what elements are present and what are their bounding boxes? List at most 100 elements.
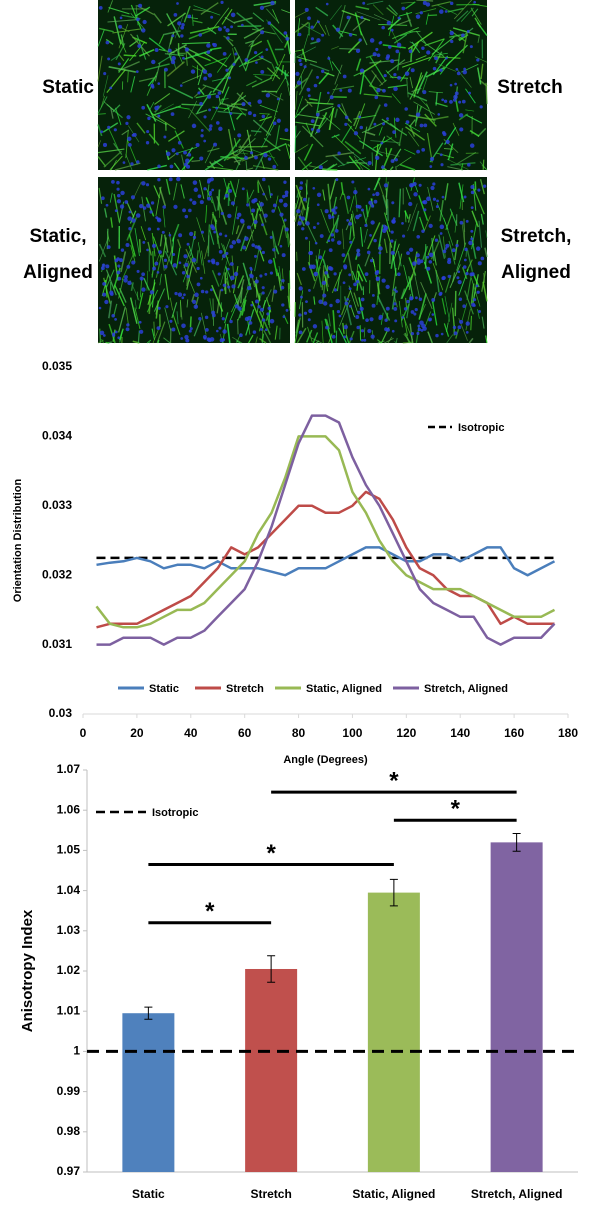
nucleus [441, 195, 445, 199]
nucleus [193, 187, 199, 193]
bar [367, 892, 420, 1172]
nucleus [284, 128, 289, 133]
nucleus [327, 239, 331, 243]
fiber [413, 72, 423, 98]
nucleus [283, 218, 287, 222]
nucleus [181, 22, 185, 27]
nucleus [195, 142, 200, 148]
fiber [485, 230, 488, 238]
nucleus [357, 310, 361, 315]
fiber [236, 152, 248, 155]
nucleus [199, 200, 204, 205]
fiber [428, 38, 445, 62]
fiber [191, 14, 194, 26]
fiber [388, 4, 399, 15]
nucleus [338, 314, 342, 318]
nucleus [459, 319, 464, 324]
fiber [212, 72, 229, 93]
fiber [446, 302, 453, 328]
nucleus [310, 128, 314, 131]
nucleus [381, 122, 386, 126]
fiber [332, 310, 336, 333]
fiber [189, 109, 211, 133]
nucleus [259, 5, 265, 11]
nucleus [262, 177, 266, 182]
nucleus [176, 176, 181, 182]
fiber [409, 41, 418, 47]
nucleus [369, 234, 372, 237]
nucleus [339, 88, 343, 92]
nucleus [147, 116, 151, 121]
nucleus [252, 330, 257, 334]
fiber [462, 31, 468, 54]
fiber [236, 105, 247, 117]
nucleus [415, 253, 420, 258]
nucleus [177, 21, 182, 26]
fiber [120, 251, 127, 273]
fiber [472, 3, 488, 7]
nucleus [461, 33, 465, 38]
nucleus [183, 254, 188, 259]
fiber [449, 208, 458, 226]
fiber [458, 113, 469, 121]
nucleus [308, 289, 311, 292]
nucleus [225, 68, 229, 72]
nucleus [348, 304, 352, 308]
nucleus [261, 318, 266, 322]
fiber [416, 0, 434, 2]
significance-label: * [266, 840, 276, 867]
nucleus [364, 272, 369, 277]
fiber [154, 62, 161, 82]
nucleus [362, 1, 366, 5]
fiber [235, 223, 245, 242]
fiber [221, 8, 233, 25]
nucleus [254, 279, 259, 284]
nucleus [167, 48, 172, 53]
nucleus [316, 192, 322, 197]
y-tick-label: 1.01 [57, 1003, 81, 1017]
nucleus [240, 219, 245, 224]
nucleus [367, 187, 371, 191]
nucleus [285, 308, 289, 312]
x-tick-label: 160 [504, 726, 524, 740]
fiber [419, 216, 425, 232]
fiber [454, 290, 457, 317]
fiber [348, 330, 355, 344]
nucleus [272, 164, 277, 169]
nucleus [175, 152, 179, 156]
fiber [164, 307, 172, 331]
nucleus [306, 87, 311, 92]
nucleus [307, 16, 311, 21]
nucleus [193, 304, 199, 309]
nucleus [230, 201, 235, 206]
nucleus [330, 233, 335, 237]
nucleus [269, 235, 273, 239]
nucleus [355, 204, 360, 209]
nucleus [206, 43, 211, 48]
fiber [246, 167, 254, 171]
fiber [431, 1, 451, 7]
nucleus [386, 20, 391, 26]
fiber [207, 166, 234, 171]
nucleus [265, 93, 271, 98]
nucleus [184, 214, 189, 219]
fiber [232, 48, 236, 63]
fiber [343, 236, 356, 263]
nucleus [263, 213, 268, 218]
fiber [183, 5, 191, 23]
nucleus [336, 240, 342, 245]
fiber [329, 178, 337, 200]
nucleus [390, 59, 395, 64]
nucleus [356, 252, 361, 257]
fiber [153, 105, 182, 116]
fiber [315, 340, 320, 344]
fiber [397, 250, 402, 267]
nucleus [465, 271, 469, 276]
y-tick-label: 1.03 [57, 923, 81, 937]
nucleus [298, 286, 303, 291]
fiber [301, 33, 309, 57]
nucleus [435, 205, 439, 209]
fiber [439, 200, 444, 222]
nucleus [455, 67, 459, 71]
fiber [352, 210, 356, 224]
